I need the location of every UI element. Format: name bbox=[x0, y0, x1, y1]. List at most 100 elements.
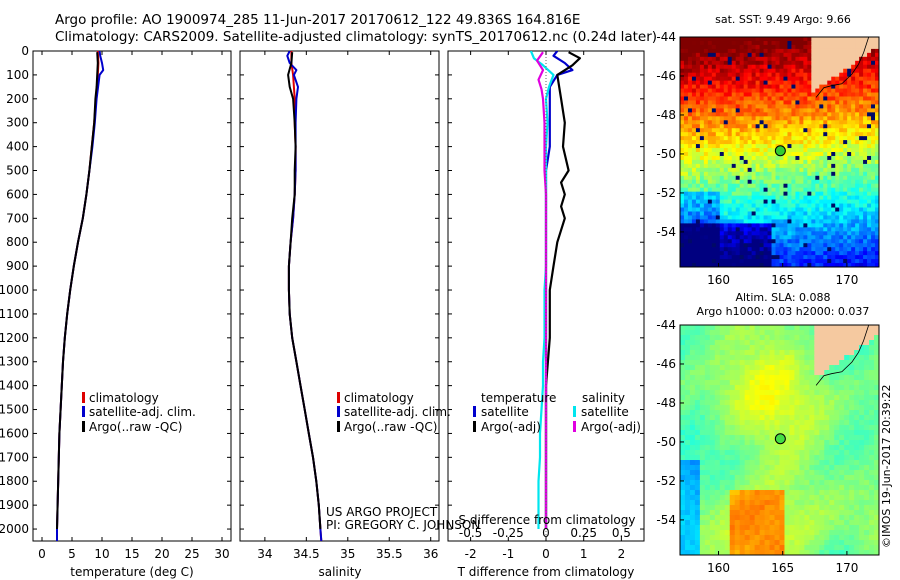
map-cell bbox=[789, 550, 796, 555]
map-cell bbox=[739, 390, 746, 396]
map-cell bbox=[771, 239, 777, 244]
map-cell bbox=[823, 60, 828, 66]
map-cell bbox=[764, 410, 771, 416]
map-cell bbox=[755, 152, 761, 157]
map-cell bbox=[859, 490, 865, 496]
map-cell bbox=[759, 132, 765, 137]
map-cell bbox=[843, 207, 848, 213]
map-cell bbox=[739, 455, 746, 461]
map-cell bbox=[851, 52, 856, 58]
map-cell bbox=[791, 80, 797, 86]
map-cell bbox=[779, 124, 785, 129]
map-cell bbox=[694, 440, 701, 446]
map-cell bbox=[767, 155, 773, 161]
map-cell bbox=[747, 100, 753, 106]
map-cell bbox=[703, 68, 709, 74]
map-cell bbox=[704, 390, 711, 396]
map-cell bbox=[829, 410, 835, 416]
map-cell bbox=[709, 440, 716, 446]
map-cell bbox=[709, 450, 716, 456]
map-cell bbox=[755, 52, 761, 58]
map-cell bbox=[855, 124, 860, 129]
map-cell bbox=[787, 56, 793, 62]
map-cell bbox=[695, 203, 701, 209]
map-cell bbox=[795, 219, 800, 224]
map-cell bbox=[751, 92, 757, 98]
map-cell bbox=[707, 144, 713, 149]
map-cell bbox=[769, 370, 776, 376]
map-cell bbox=[767, 183, 773, 189]
map-cell bbox=[680, 530, 686, 536]
map-cell bbox=[779, 163, 785, 169]
map-cell bbox=[774, 345, 781, 351]
map-cell bbox=[759, 215, 765, 221]
map-cell bbox=[699, 460, 706, 466]
map-cell bbox=[771, 159, 777, 165]
map-cell bbox=[835, 68, 840, 74]
map-cell bbox=[707, 52, 713, 58]
map-cell bbox=[704, 330, 711, 336]
map-cell bbox=[839, 64, 844, 70]
y-tick-label: 2000 bbox=[0, 522, 29, 536]
map-cell bbox=[849, 345, 855, 351]
map-cell bbox=[771, 219, 777, 224]
map-cell bbox=[824, 350, 830, 356]
map-cell bbox=[831, 116, 836, 121]
map-cell bbox=[863, 179, 868, 185]
map-cell bbox=[767, 219, 773, 224]
map-cell bbox=[851, 183, 856, 189]
map-cell bbox=[707, 92, 713, 98]
map-cell bbox=[731, 64, 737, 70]
map-cell bbox=[827, 44, 832, 50]
map-cell bbox=[719, 380, 726, 386]
map-cell bbox=[754, 380, 761, 386]
map-cell bbox=[727, 148, 733, 153]
map-cell bbox=[799, 345, 805, 351]
map-cell bbox=[704, 445, 711, 451]
map-cell bbox=[680, 415, 686, 421]
map-cell bbox=[867, 72, 872, 78]
map-cell bbox=[689, 545, 696, 551]
map-cell bbox=[831, 92, 836, 98]
map-cell bbox=[719, 48, 725, 54]
map-cell bbox=[689, 460, 696, 466]
map-cell bbox=[795, 80, 800, 86]
map-cell bbox=[844, 480, 850, 486]
map-cell bbox=[807, 48, 812, 54]
map-cell bbox=[835, 124, 840, 129]
map-cell bbox=[823, 187, 828, 193]
map-cell bbox=[731, 124, 737, 129]
map-cell bbox=[851, 227, 856, 232]
map-cell bbox=[711, 68, 717, 74]
map-cell bbox=[715, 167, 721, 173]
map-cell bbox=[731, 183, 737, 189]
map-cell bbox=[824, 375, 830, 381]
map-cell bbox=[815, 159, 820, 165]
map-cell bbox=[807, 37, 812, 42]
map-cell bbox=[819, 545, 825, 551]
map-cell bbox=[843, 215, 848, 221]
map-cell bbox=[831, 195, 836, 201]
map-cell bbox=[843, 88, 848, 94]
map-cell bbox=[784, 405, 791, 411]
map-cell bbox=[783, 195, 789, 201]
map-cell bbox=[694, 330, 701, 336]
map-cell bbox=[719, 259, 725, 264]
map-cell bbox=[680, 80, 685, 86]
map-cell bbox=[735, 72, 741, 78]
map-cell bbox=[691, 104, 697, 109]
map-cell bbox=[703, 223, 709, 228]
map-cell bbox=[755, 227, 761, 232]
map-cell bbox=[683, 68, 689, 74]
map-cell bbox=[704, 485, 711, 491]
map-cell bbox=[863, 163, 868, 169]
map-cell bbox=[787, 40, 793, 46]
map-cell bbox=[680, 405, 686, 411]
map-cell bbox=[739, 535, 746, 541]
map-cell bbox=[859, 355, 865, 361]
map-cell bbox=[695, 128, 701, 133]
map-cell bbox=[867, 44, 872, 50]
map-cell bbox=[687, 60, 693, 66]
map-cell bbox=[739, 335, 746, 341]
map-cell bbox=[683, 155, 689, 161]
